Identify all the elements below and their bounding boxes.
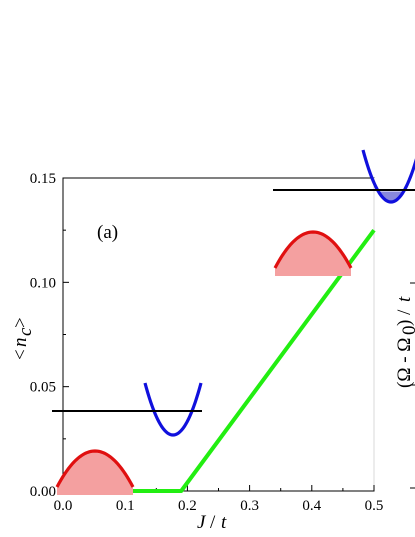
x-tick-label: 0.1 bbox=[116, 498, 135, 514]
svg-text:>: > bbox=[10, 317, 31, 328]
svg-text:) /: ) / bbox=[394, 309, 415, 326]
valence-band-fill bbox=[275, 232, 351, 276]
band-insets bbox=[52, 149, 415, 495]
conduction-band-fill bbox=[378, 191, 404, 202]
svg-text:J: J bbox=[197, 512, 207, 533]
svg-text:c: c bbox=[15, 327, 36, 336]
x-tick-label: 0.2 bbox=[178, 498, 197, 514]
svg-text:0: 0 bbox=[399, 326, 415, 336]
x-tick-label: 0.0 bbox=[54, 498, 73, 514]
svg-text:<: < bbox=[10, 349, 31, 360]
band-inset bbox=[52, 382, 203, 495]
right-axis-label: (Ω - Ω 0 ) / t bbox=[394, 296, 415, 388]
band-inset bbox=[273, 149, 415, 276]
y-tick-label: 0.15 bbox=[30, 171, 56, 187]
svg-text:t: t bbox=[394, 296, 415, 302]
y-tick-label: 0.10 bbox=[30, 275, 56, 291]
valence-band bbox=[55, 449, 135, 488]
svg-text:t: t bbox=[221, 512, 227, 533]
y-tick-label: 0.00 bbox=[30, 484, 56, 500]
svg-text:(Ω - Ω: (Ω - Ω bbox=[394, 338, 415, 388]
y-tick-label: 0.05 bbox=[30, 380, 56, 396]
x-tick-label: 0.5 bbox=[365, 498, 384, 514]
valence-band bbox=[273, 230, 353, 269]
svg-text:/: / bbox=[210, 512, 216, 533]
x-axis-label: J / t bbox=[197, 512, 227, 533]
valence-band-fill bbox=[57, 451, 133, 495]
panel-label: (a) bbox=[97, 222, 118, 243]
x-tick-label: 0.3 bbox=[240, 498, 259, 514]
x-tick-label: 0.4 bbox=[302, 498, 321, 514]
conduction-band bbox=[143, 382, 203, 437]
conduction-band bbox=[361, 149, 415, 204]
y-axis-label: < n c > bbox=[10, 317, 36, 360]
svg-text:n: n bbox=[10, 338, 31, 348]
